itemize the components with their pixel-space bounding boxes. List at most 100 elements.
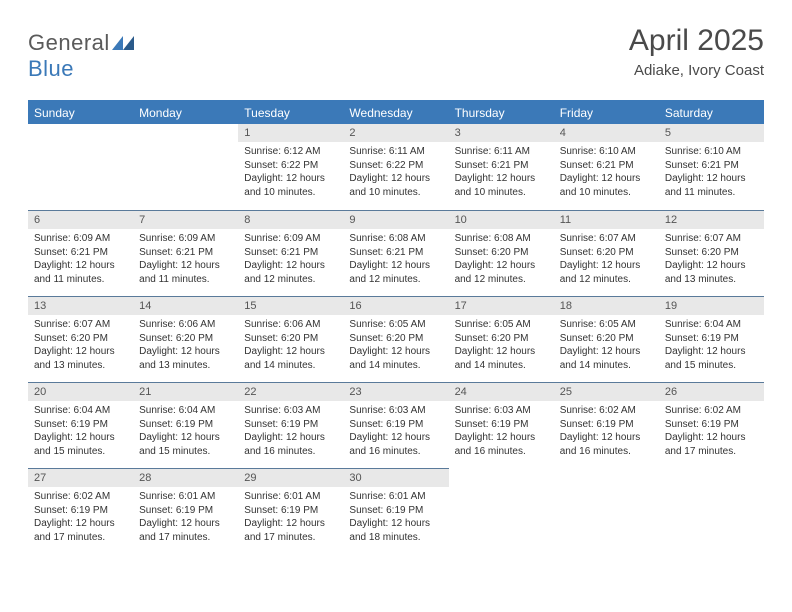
calendar-day-cell: 2Sunrise: 6:11 AMSunset: 6:22 PMDaylight… <box>343 124 448 210</box>
day-details: Sunrise: 6:05 AMSunset: 6:20 PMDaylight:… <box>343 315 448 378</box>
day-number: 27 <box>28 468 133 487</box>
sunset-line: Sunset: 6:21 PM <box>560 160 634 171</box>
sunrise-line: Sunrise: 6:08 AM <box>455 233 531 244</box>
day-number: 30 <box>343 468 448 487</box>
sunrise-line: Sunrise: 6:03 AM <box>455 405 531 416</box>
calendar-day-cell: 20Sunrise: 6:04 AMSunset: 6:19 PMDayligh… <box>28 382 133 468</box>
calendar-day-cell: 29Sunrise: 6:01 AMSunset: 6:19 PMDayligh… <box>238 468 343 554</box>
calendar-day-cell <box>449 468 554 554</box>
sunset-line: Sunset: 6:20 PM <box>349 333 423 344</box>
day-number: 8 <box>238 210 343 229</box>
sunrise-line: Sunrise: 6:11 AM <box>349 146 424 157</box>
day-number: 12 <box>659 210 764 229</box>
day-details: Sunrise: 6:04 AMSunset: 6:19 PMDaylight:… <box>28 401 133 464</box>
day-details: Sunrise: 6:03 AMSunset: 6:19 PMDaylight:… <box>238 401 343 464</box>
calendar-day-cell: 8Sunrise: 6:09 AMSunset: 6:21 PMDaylight… <box>238 210 343 296</box>
sunrise-line: Sunrise: 6:03 AM <box>349 405 425 416</box>
day-details: Sunrise: 6:03 AMSunset: 6:19 PMDaylight:… <box>449 401 554 464</box>
logo-word-1: General <box>28 30 110 55</box>
calendar-week-row: 27 Sunrise: 6:02 AM Sunset: 6:19 PM Dayligh… <box>28 468 764 554</box>
sunset-line: Sunset: 6:21 PM <box>244 247 318 258</box>
sunset-line: Sunset: 6:21 PM <box>455 160 529 171</box>
day-number: 22 <box>238 382 343 401</box>
calendar-day-cell: 24Sunrise: 6:03 AMSunset: 6:19 PMDayligh… <box>449 382 554 468</box>
day-number: 2 <box>343 124 448 142</box>
sunrise-line: Sunrise: 6:08 AM <box>349 233 425 244</box>
logo-word-2: Blue <box>28 56 74 81</box>
day-details: Sunrise: 6:04 AMSunset: 6:19 PMDaylight:… <box>133 401 238 464</box>
sunset-line: Sunset: 6:19 PM <box>244 505 318 516</box>
calendar-day-cell <box>659 468 764 554</box>
day-number: 10 <box>449 210 554 229</box>
day-number: 25 <box>554 382 659 401</box>
day-details: Sunrise: 6:10 AMSunset: 6:21 PMDaylight:… <box>659 142 764 205</box>
sunset-line: Sunset: 6:19 PM <box>349 505 423 516</box>
day-details: Sunrise: 6:07 AMSunset: 6:20 PMDaylight:… <box>659 229 764 292</box>
sunset-line: Sunset: 6:19 PM <box>560 419 634 430</box>
calendar-day-cell: 28Sunrise: 6:01 AMSunset: 6:19 PMDayligh… <box>133 468 238 554</box>
calendar-day-cell: 15Sunrise: 6:06 AMSunset: 6:20 PMDayligh… <box>238 296 343 382</box>
day-number: 24 <box>449 382 554 401</box>
day-details: Sunrise: 6:02 AM Sunset: 6:19 PM Daylight:… <box>28 487 133 550</box>
sunrise-line: Sunrise: 6:05 AM <box>560 319 636 330</box>
day-number: 28 <box>133 468 238 487</box>
daylight-line: Daylight: 12 hours and 17 minutes. <box>34 518 115 543</box>
calendar-table: SundayMondayTuesdayWednesdayThursdayFrid… <box>28 100 764 554</box>
calendar-day-cell: 9Sunrise: 6:08 AMSunset: 6:21 PMDaylight… <box>343 210 448 296</box>
sunrise-line: Sunrise: 6:01 AM <box>349 491 425 502</box>
calendar-day-cell: 25Sunrise: 6:02 AMSunset: 6:19 PMDayligh… <box>554 382 659 468</box>
triangle-icon <box>112 30 134 56</box>
day-number: 3 <box>449 124 554 142</box>
daylight-line: Daylight: 12 hours and 14 minutes. <box>560 346 641 371</box>
sunset-line: Sunset: 6:19 PM <box>349 419 423 430</box>
calendar-week-row: 1Sunrise: 6:12 AMSunset: 6:22 PMDaylight… <box>28 124 764 210</box>
sunrise-line: Sunrise: 6:09 AM <box>244 233 320 244</box>
daylight-line: Daylight: 12 hours and 13 minutes. <box>665 260 746 285</box>
daylight-line: Daylight: 12 hours and 17 minutes. <box>139 518 220 543</box>
daylight-line: Daylight: 12 hours and 13 minutes. <box>34 346 115 371</box>
sunset-line: Sunset: 6:19 PM <box>139 419 213 430</box>
day-number: 17 <box>449 296 554 315</box>
sunset-line: Sunset: 6:19 PM <box>244 419 318 430</box>
day-details: Sunrise: 6:04 AMSunset: 6:19 PMDaylight:… <box>659 315 764 378</box>
calendar-day-cell: 1Sunrise: 6:12 AMSunset: 6:22 PMDaylight… <box>238 124 343 210</box>
sunrise-line: Sunrise: 6:01 AM <box>244 491 320 502</box>
calendar-day-cell <box>133 124 238 210</box>
daylight-line: Daylight: 12 hours and 15 minutes. <box>139 432 220 457</box>
day-details: Sunrise: 6:10 AMSunset: 6:21 PMDaylight:… <box>554 142 659 205</box>
daylight-line: Daylight: 12 hours and 10 minutes. <box>244 173 325 198</box>
sunset-line: Sunset: 6:19 PM <box>455 419 529 430</box>
day-number: 9 <box>343 210 448 229</box>
day-details: Sunrise: 6:03 AMSunset: 6:19 PMDaylight:… <box>343 401 448 464</box>
calendar-day-cell: 27 Sunrise: 6:02 AM Sunset: 6:19 PM Dayligh… <box>28 468 133 554</box>
daylight-line: Daylight: 12 hours and 14 minutes. <box>244 346 325 371</box>
location-label: Adiake, Ivory Coast <box>629 62 764 79</box>
sunset-line: Sunset: 6:19 PM <box>34 505 108 516</box>
sunrise-line: Sunrise: 6:12 AM <box>244 146 320 157</box>
sunrise-line: Sunrise: 6:07 AM <box>560 233 636 244</box>
sunrise-line: Sunrise: 6:02 AM <box>34 491 110 502</box>
day-number: 13 <box>28 296 133 315</box>
sunset-line: Sunset: 6:20 PM <box>455 247 529 258</box>
day-number: 15 <box>238 296 343 315</box>
calendar-day-cell: 6Sunrise: 6:09 AMSunset: 6:21 PMDaylight… <box>28 210 133 296</box>
sunrise-line: Sunrise: 6:04 AM <box>665 319 741 330</box>
sunrise-line: Sunrise: 6:09 AM <box>34 233 110 244</box>
day-number: 7 <box>133 210 238 229</box>
day-details: Sunrise: 6:08 AMSunset: 6:21 PMDaylight:… <box>343 229 448 292</box>
calendar-day-cell: 10 Sunrise: 6:08 AM Sunset: 6:20 PM Dayligh… <box>449 210 554 296</box>
day-details: Sunrise: 6:11 AMSunset: 6:21 PMDaylight:… <box>449 142 554 205</box>
daylight-line: Daylight: 12 hours and 15 minutes. <box>34 432 115 457</box>
daylight-line: Daylight: 12 hours and 18 minutes. <box>349 518 430 543</box>
daylight-line: Daylight: 12 hours and 15 minutes. <box>665 346 746 371</box>
calendar-week-row: 6 Sunrise: 6:09 AM Sunset: 6:21 PM Daylight… <box>28 210 764 296</box>
daylight-line: Daylight: 12 hours and 12 minutes. <box>455 260 536 285</box>
day-number: 6 <box>28 210 133 229</box>
calendar-day-cell: 4Sunrise: 6:10 AMSunset: 6:21 PMDaylight… <box>554 124 659 210</box>
calendar-header-row: SundayMondayTuesdayWednesdayThursdayFrid… <box>28 101 764 124</box>
sunset-line: Sunset: 6:21 PM <box>139 247 213 258</box>
calendar-day-cell: 30 Sunrise: 6:01 AM Sunset: 6:19 PM Dayligh… <box>343 468 448 554</box>
weekday-header: Monday <box>133 101 238 124</box>
calendar-day-cell: 23Sunrise: 6:03 AMSunset: 6:19 PMDayligh… <box>343 382 448 468</box>
sunset-line: Sunset: 6:19 PM <box>665 419 739 430</box>
